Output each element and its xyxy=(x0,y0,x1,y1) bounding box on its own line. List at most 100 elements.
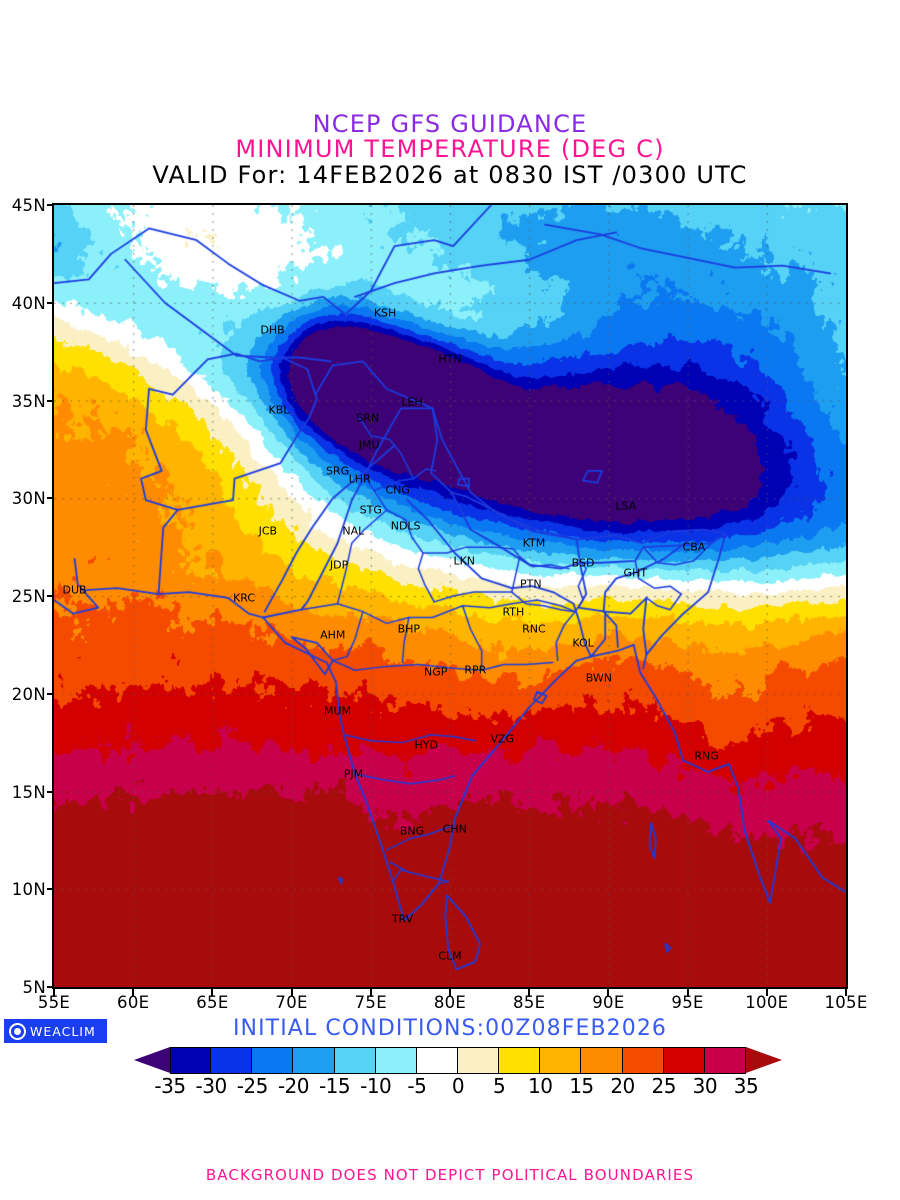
lat-tick xyxy=(47,204,54,206)
station-label-jdp: JDP xyxy=(329,558,349,572)
station-label-clm: CLM xyxy=(438,949,462,963)
colorbar-tick-label: 0 xyxy=(451,1074,465,1098)
colorbar-cell xyxy=(375,1047,417,1074)
station-label-bhp: BHP xyxy=(397,622,421,636)
colorbar-tick-label: -15 xyxy=(318,1074,351,1098)
temperature-heatmap xyxy=(54,205,846,987)
colorbar-tick-label: -35 xyxy=(154,1074,186,1098)
station-label-cba: CBA xyxy=(682,540,706,554)
station-label-rng: RNG xyxy=(694,749,719,763)
lon-tick-label: 100E xyxy=(745,993,789,1012)
lon-tick-label: 85E xyxy=(513,993,546,1012)
colorbar-tick-label: -30 xyxy=(195,1074,228,1098)
station-label-krc: KRC xyxy=(233,591,256,605)
lon-tick-label: 70E xyxy=(275,993,308,1012)
colorbar-cell xyxy=(334,1047,376,1074)
lat-tick xyxy=(47,301,54,304)
page-subtitle: MINIMUM TEMPERATURE (DEG C) xyxy=(235,135,665,164)
lon-tick xyxy=(53,989,55,996)
station-label-ght: GHT xyxy=(623,566,648,580)
station-label-srg: SRG xyxy=(325,464,350,478)
map-plot-area: DUB KRC DHB KBL KSH HTN LEH SRN JMU SRG LHR CNG STG N… xyxy=(52,203,848,989)
colorbar-cell xyxy=(416,1047,458,1074)
lat-tick xyxy=(47,692,54,695)
lon-tick xyxy=(528,989,531,996)
colorbar-cell xyxy=(170,1047,212,1074)
colorbar-cell xyxy=(704,1047,746,1074)
station-label-mum: MUM xyxy=(324,704,352,718)
page-title: NCEP GFS GUIDANCE xyxy=(312,110,588,138)
station-label-dhb: DHB xyxy=(260,323,285,337)
valid-time-label: VALID For: 14FEB2026 at 0830 IST /0300 U… xyxy=(152,160,748,189)
colorbar-cell xyxy=(581,1047,623,1074)
colorbar xyxy=(134,1047,782,1074)
station-label-rnc: RNC xyxy=(522,622,546,636)
lon-tick xyxy=(211,989,214,996)
station-label-bwn: BWN xyxy=(585,671,613,685)
lat-tick xyxy=(47,595,54,597)
disclaimer-text: BACKGROUND DOES NOT DEPICT POLITICAL BOU… xyxy=(205,1166,695,1184)
station-label-lhr: LHR xyxy=(348,472,371,486)
station-label-bng: BNG xyxy=(399,824,425,838)
lon-tick-label: 105E xyxy=(824,993,868,1012)
lat-tick-label: 5N xyxy=(22,978,46,997)
station-label-ahm: AHM xyxy=(320,628,346,642)
station-label-dub: DUB xyxy=(62,583,87,597)
colorbar-tick-label: 35 xyxy=(733,1074,759,1098)
lat-tick-label: 35N xyxy=(11,391,46,411)
weaclim-circle-icon xyxy=(9,1022,26,1040)
colorbar-tick-label: 20 xyxy=(610,1074,635,1098)
lat-tick xyxy=(47,497,54,500)
weaclim-logo-text: WEACLIM xyxy=(30,1023,96,1039)
colorbar-tick-label: 5 xyxy=(493,1074,506,1098)
lat-tick xyxy=(47,399,54,402)
colorbar-tick-label: 15 xyxy=(569,1074,594,1098)
station-label-vzg: VZG xyxy=(490,732,515,746)
station-label-kol: KOL xyxy=(572,636,594,650)
station-label-cng: CNG xyxy=(385,483,410,497)
station-label-ktm: KTM xyxy=(522,536,546,550)
station-label-ptn: PTN xyxy=(519,577,542,591)
title-block: NCEP GFS GUIDANCE MINIMUM TEMPERATURE (D… xyxy=(0,110,900,189)
lon-tick xyxy=(290,989,293,996)
colorbar-cell xyxy=(211,1047,253,1074)
lon-tick-label: 95E xyxy=(671,993,704,1012)
lon-tick xyxy=(845,989,847,996)
station-label-leh: LEH xyxy=(401,395,423,409)
colorbar-cell xyxy=(457,1047,500,1074)
colorbar-cell xyxy=(622,1047,664,1074)
colorbar-under-arrow xyxy=(134,1047,170,1073)
colorbar-cell xyxy=(293,1047,335,1074)
station-label-chn: CHN xyxy=(442,822,467,836)
lat-tick xyxy=(47,790,54,793)
colorbar-tick-label: -20 xyxy=(277,1074,310,1098)
station-label-bsd: BSD xyxy=(571,556,595,570)
colorbar-cell xyxy=(540,1047,582,1074)
lat-tick-label: 10N xyxy=(11,880,46,900)
station-label-stg: STG xyxy=(359,503,382,517)
weaclim-logo: WEACLIM xyxy=(4,1019,107,1043)
colorbar-cells xyxy=(170,1047,746,1074)
station-label-nal: NAL xyxy=(342,524,365,538)
station-label-rpr: RPR xyxy=(464,663,487,677)
station-label-jcb: JCB xyxy=(258,524,278,538)
lat-tick-label: 40N xyxy=(11,293,46,313)
lon-tick-label: 55E xyxy=(37,993,71,1012)
colorbar-over-arrow xyxy=(746,1047,782,1073)
lon-tick-label: 60E xyxy=(117,993,150,1012)
colorbar-tick-label: 30 xyxy=(692,1074,718,1098)
lon-tick xyxy=(369,989,372,996)
station-label-ngp: NGP xyxy=(424,665,448,679)
station-label-lsa: LSA xyxy=(615,499,637,513)
lon-tick xyxy=(607,989,610,996)
lat-tick xyxy=(47,986,54,988)
lat-tick xyxy=(47,888,54,891)
lat-tick-label: 30N xyxy=(11,489,46,509)
lat-tick-label: 15N xyxy=(11,782,46,802)
colorbar-tick-label: -10 xyxy=(360,1074,392,1098)
lon-tick xyxy=(449,989,451,996)
station-label-hyd: HYD xyxy=(414,738,438,752)
colorbar-tick-label: 10 xyxy=(528,1074,553,1098)
lon-tick-label: 80E xyxy=(433,993,467,1012)
colorbar-tick-label: 25 xyxy=(651,1074,676,1098)
